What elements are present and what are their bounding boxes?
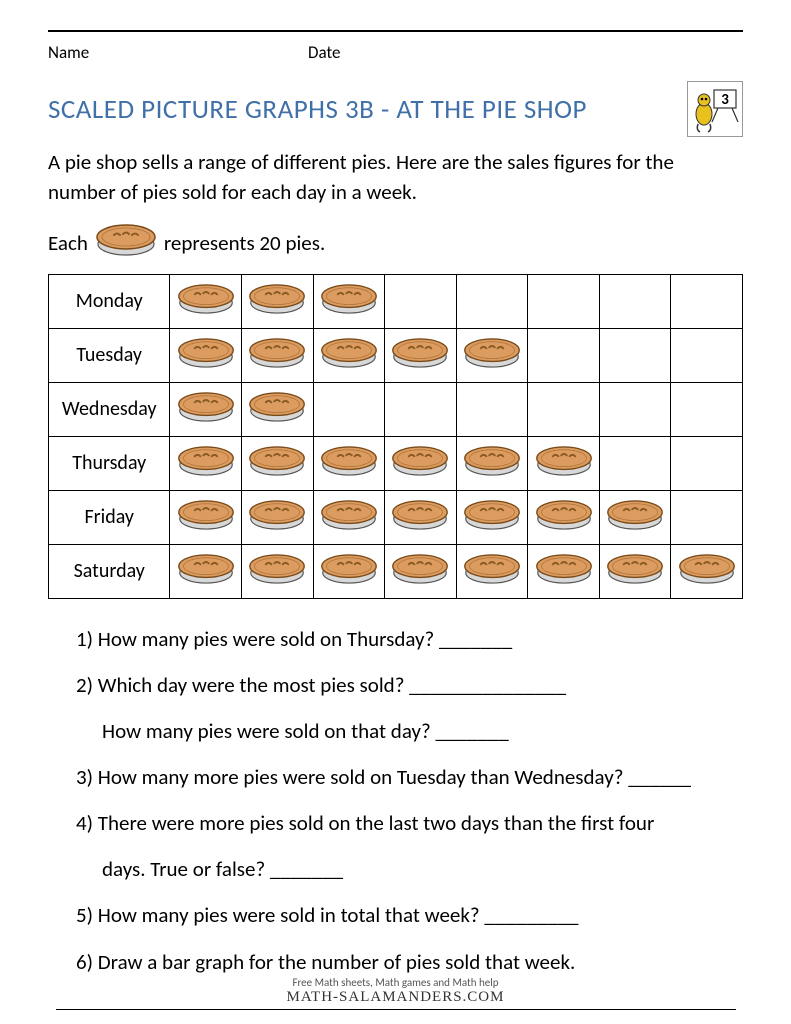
day-label: Thursday bbox=[49, 436, 170, 490]
pie-cell bbox=[170, 490, 242, 544]
pie-cell bbox=[528, 274, 600, 328]
pie-cell bbox=[385, 328, 457, 382]
header-row: Name Date bbox=[48, 42, 743, 63]
table-row: Saturday bbox=[49, 544, 743, 598]
footer-site: MATH-SALAMANDERS.COM bbox=[0, 989, 791, 1006]
footer-tagline: Free Math sheets, Math games and Math he… bbox=[0, 976, 791, 989]
day-label: Tuesday bbox=[49, 328, 170, 382]
pie-cell bbox=[170, 436, 242, 490]
pie-cell bbox=[170, 328, 242, 382]
question-line: 5) How many pies were sold in total that… bbox=[76, 893, 743, 937]
title-row: SCALED PICTURE GRAPHS 3B - AT THE PIE SH… bbox=[48, 81, 743, 137]
pie-cell bbox=[671, 544, 743, 598]
pie-cell bbox=[456, 436, 528, 490]
pie-cell bbox=[599, 328, 671, 382]
intro-text: A pie shop sells a range of different pi… bbox=[48, 147, 743, 208]
pie-cell bbox=[313, 274, 385, 328]
pie-cell bbox=[671, 328, 743, 382]
question-line: 3) How many more pies were sold on Tuesd… bbox=[76, 755, 743, 799]
pie-cell bbox=[313, 436, 385, 490]
day-label: Saturday bbox=[49, 544, 170, 598]
grade-number: 3 bbox=[721, 91, 729, 109]
questions: 1) How many pies were sold on Thursday? … bbox=[48, 617, 743, 984]
table-row: Monday bbox=[49, 274, 743, 328]
salamander-icon: 3 bbox=[690, 84, 740, 134]
pie-cell bbox=[385, 544, 457, 598]
pictograph-table: Monday Tuesday bbox=[48, 274, 743, 599]
pie-cell bbox=[528, 328, 600, 382]
table-row: Tuesday bbox=[49, 328, 743, 382]
pie-cell bbox=[456, 328, 528, 382]
legend: Each represents 20 pies. bbox=[48, 222, 743, 264]
pie-cell bbox=[385, 436, 457, 490]
pie-cell bbox=[170, 382, 242, 436]
table-row: Thursday bbox=[49, 436, 743, 490]
name-label: Name bbox=[48, 42, 308, 63]
pie-cell bbox=[599, 544, 671, 598]
pie-cell bbox=[528, 490, 600, 544]
question-line: 2) Which day were the most pies sold? __… bbox=[76, 663, 743, 707]
day-label: Monday bbox=[49, 274, 170, 328]
pie-cell bbox=[671, 436, 743, 490]
grade-badge: 3 bbox=[687, 81, 743, 137]
page-title: SCALED PICTURE GRAPHS 3B - AT THE PIE SH… bbox=[48, 93, 587, 126]
pie-cell bbox=[313, 328, 385, 382]
pie-cell bbox=[313, 382, 385, 436]
date-label: Date bbox=[308, 42, 340, 63]
question-line: 4) There were more pies sold on the last… bbox=[76, 801, 743, 845]
pie-cell bbox=[241, 328, 313, 382]
table-row: Friday bbox=[49, 490, 743, 544]
pie-cell bbox=[241, 274, 313, 328]
pie-cell bbox=[599, 490, 671, 544]
pie-cell bbox=[241, 436, 313, 490]
pie-cell bbox=[241, 490, 313, 544]
pie-cell bbox=[241, 382, 313, 436]
pie-cell bbox=[599, 274, 671, 328]
pie-cell bbox=[599, 382, 671, 436]
question-line: How many pies were sold on that day? ___… bbox=[76, 709, 743, 753]
pie-cell bbox=[385, 274, 457, 328]
pie-cell bbox=[170, 274, 242, 328]
pie-icon bbox=[94, 222, 158, 264]
pie-cell bbox=[671, 490, 743, 544]
pie-cell bbox=[671, 274, 743, 328]
question-line: 1) How many pies were sold on Thursday? … bbox=[76, 617, 743, 661]
pie-cell bbox=[456, 382, 528, 436]
pie-cell bbox=[385, 382, 457, 436]
pie-cell bbox=[528, 436, 600, 490]
pie-cell bbox=[671, 382, 743, 436]
question-line: days. True or false? _______ bbox=[76, 847, 743, 891]
day-label: Friday bbox=[49, 490, 170, 544]
pie-cell bbox=[313, 544, 385, 598]
pie-cell bbox=[528, 544, 600, 598]
table-row: Wednesday bbox=[49, 382, 743, 436]
pie-cell bbox=[241, 544, 313, 598]
legend-prefix: Each bbox=[48, 230, 88, 256]
pictograph-body: Monday Tuesday bbox=[49, 274, 743, 598]
pie-cell bbox=[456, 490, 528, 544]
pie-cell bbox=[313, 490, 385, 544]
footer: Free Math sheets, Math games and Math he… bbox=[0, 976, 791, 1010]
footer-rule bbox=[56, 1009, 736, 1010]
pie-cell bbox=[528, 382, 600, 436]
top-rule bbox=[48, 30, 743, 32]
pie-cell bbox=[385, 490, 457, 544]
pie-cell bbox=[599, 436, 671, 490]
pie-cell bbox=[456, 544, 528, 598]
legend-suffix: represents 20 pies. bbox=[164, 230, 325, 256]
pie-cell bbox=[170, 544, 242, 598]
day-label: Wednesday bbox=[49, 382, 170, 436]
pie-cell bbox=[456, 274, 528, 328]
